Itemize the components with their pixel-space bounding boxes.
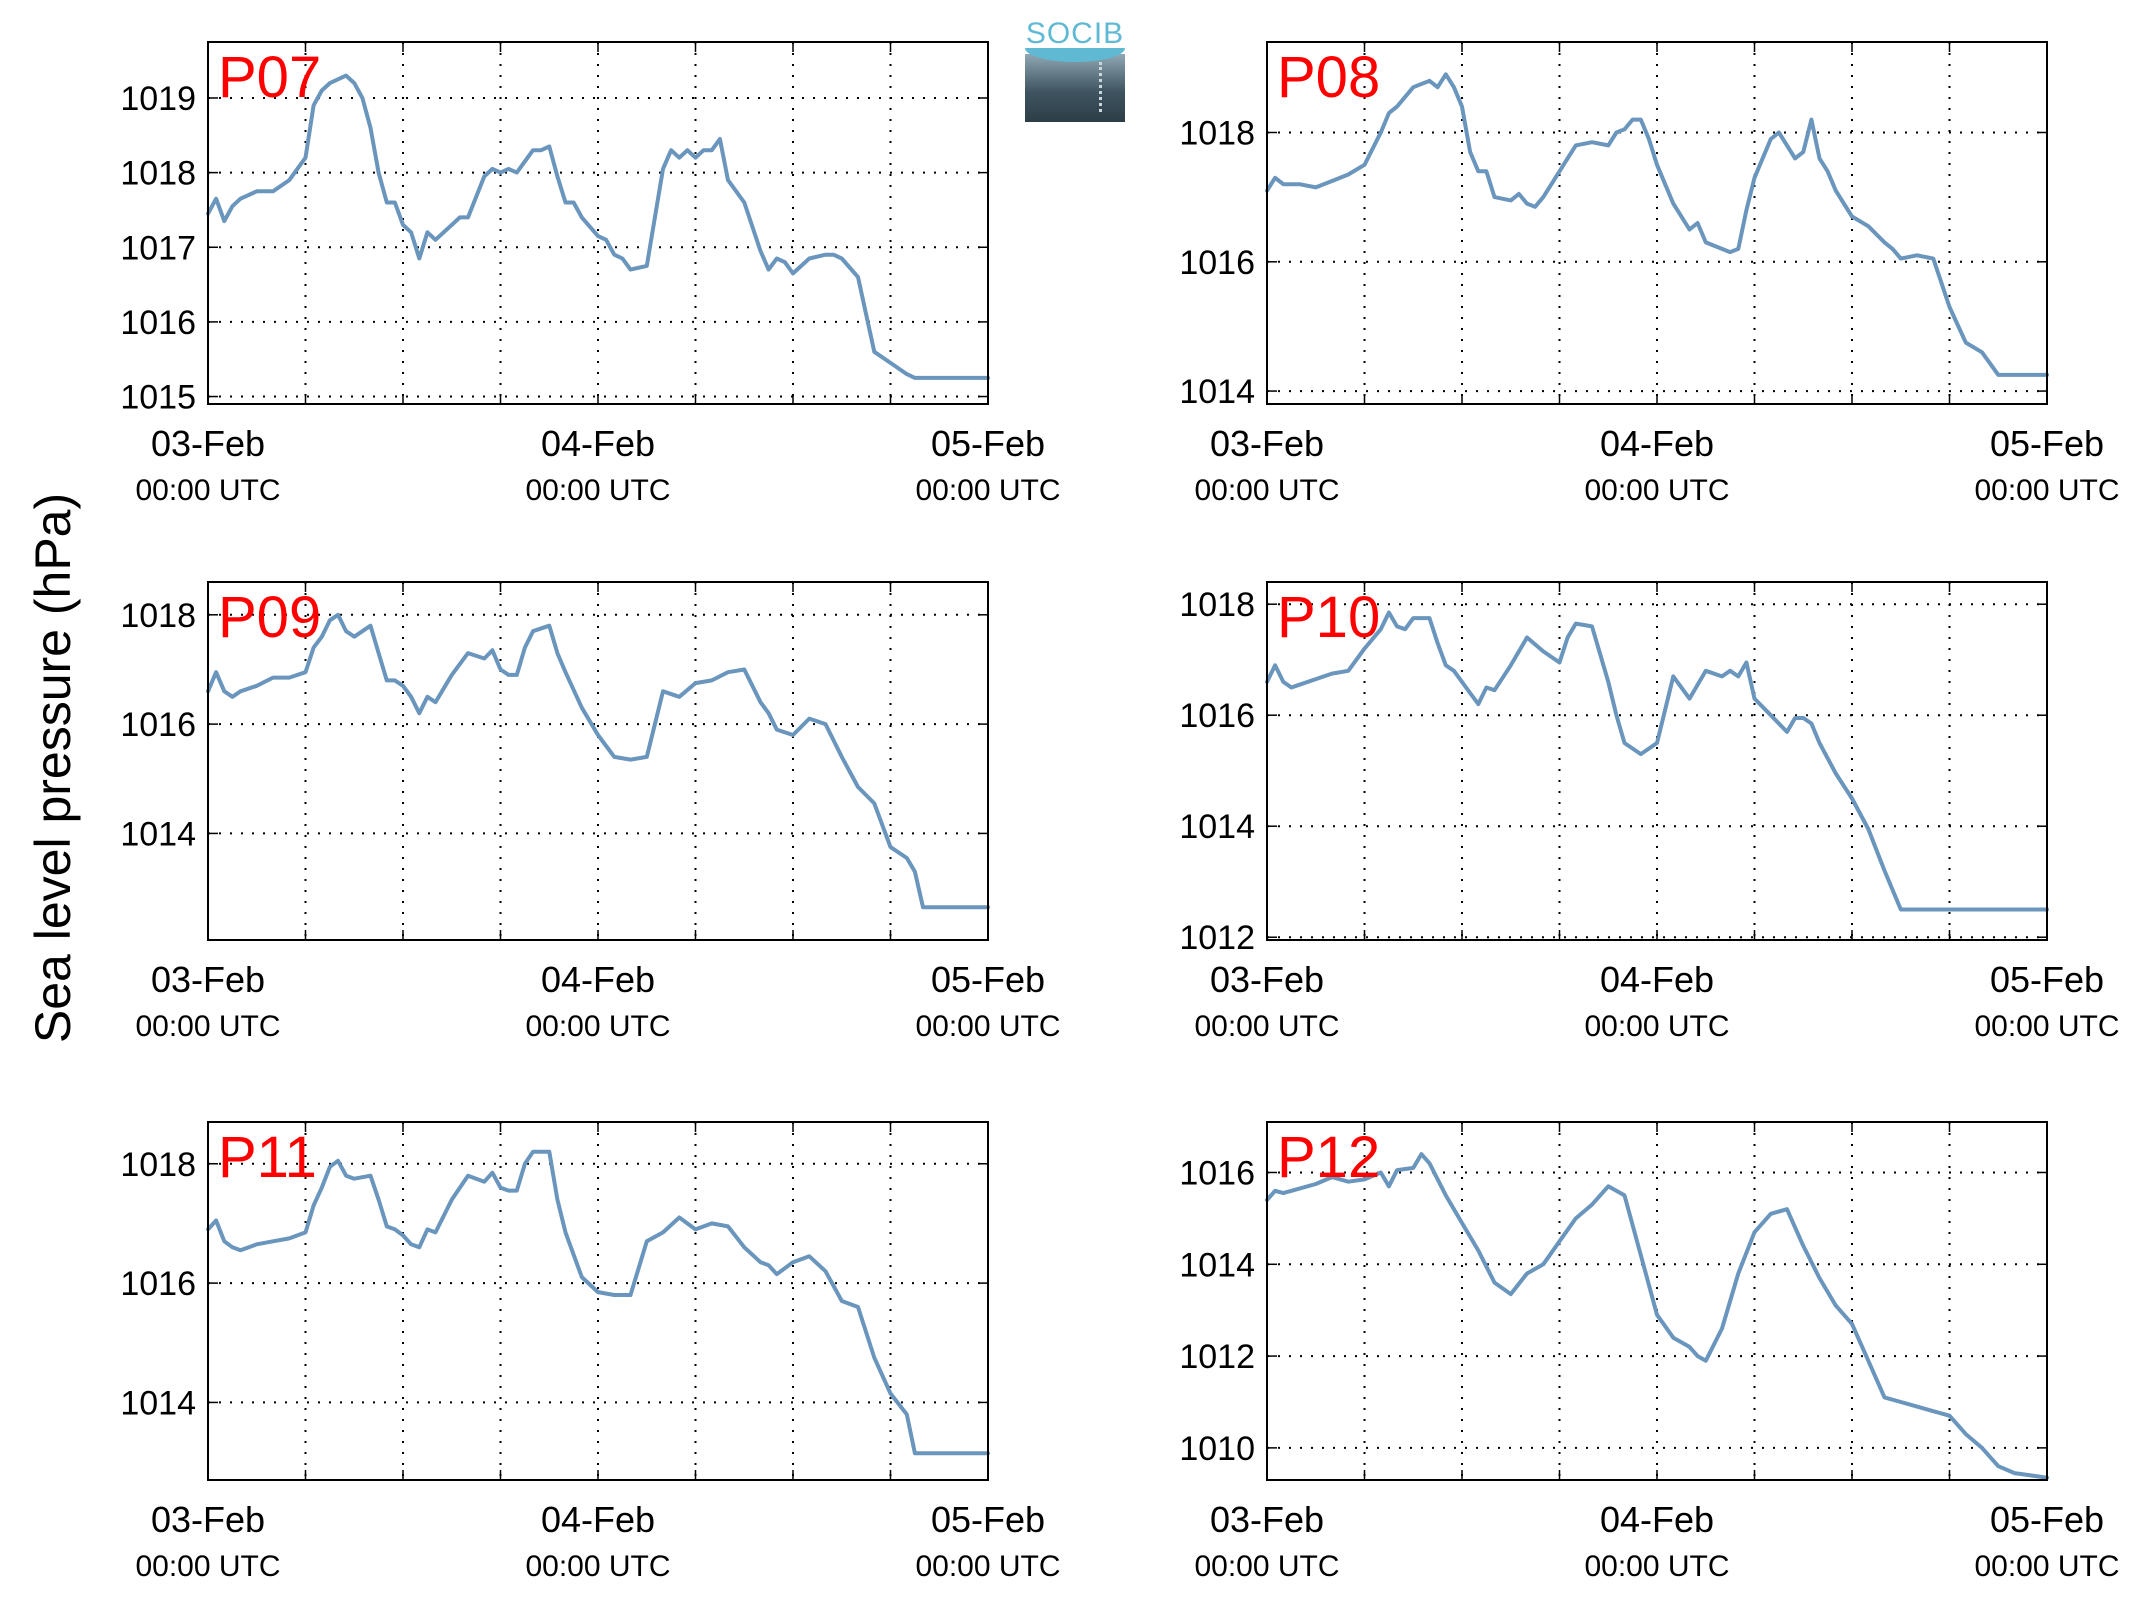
series-line-p08 — [1265, 72, 2049, 377]
y-tick-label: 1017 — [120, 229, 196, 267]
x-tick-label-date: 04-Feb — [541, 959, 655, 1000]
logo-block — [1025, 54, 1125, 122]
panel-p09: 1014 1016 1018 03-Feb 00:00 UTC 04-Feb 00:00 U… — [120, 581, 1061, 1043]
logo-wave — [1025, 48, 1125, 62]
panel-p11: 1014 1016 1018 03-Feb 00:00 UTC 04-Feb 00:00 U… — [120, 1121, 1061, 1583]
panel-title: P08 — [1277, 45, 1380, 110]
y-tick-label: 1014 — [1179, 373, 1255, 411]
y-tick-label: 1014 — [1179, 1246, 1255, 1284]
x-tick-label-time: 00:00 UTC — [1974, 1550, 2119, 1583]
plot-frame — [1266, 581, 2048, 941]
series-line-p09 — [206, 612, 990, 910]
panel-title: P07 — [218, 45, 321, 110]
x-tick-label-date: 05-Feb — [1990, 423, 2104, 464]
socib-logo: SOCIB — [1025, 18, 1125, 122]
x-tick-label-date: 05-Feb — [931, 959, 1045, 1000]
plot-frame — [207, 1121, 989, 1481]
panel-p07: 1015 1016 1017 1018 1019 03-Feb 00:00 UTC 04-Fe… — [120, 41, 1061, 507]
panel-title: P10 — [1277, 585, 1380, 650]
x-tick-label-time: 00:00 UTC — [1584, 1010, 1729, 1043]
x-tick-label-time: 00:00 UTC — [915, 474, 1060, 507]
panel-p10: 1012 1014 1016 1018 03-Feb 00:00 UTC 04-Feb 00:… — [1179, 581, 2120, 1043]
logo-dots — [1099, 62, 1102, 112]
x-tick-label-date: 03-Feb — [1210, 959, 1324, 1000]
x-tick-label-time: 00:00 UTC — [1194, 1550, 1339, 1583]
x-tick-label-date: 03-Feb — [1210, 423, 1324, 464]
x-tick-label-date: 03-Feb — [1210, 1499, 1324, 1540]
y-tick-label: 1014 — [1179, 808, 1255, 846]
x-tick-label-date: 04-Feb — [541, 423, 655, 464]
plot-frame — [1266, 41, 2048, 405]
panel-title: P11 — [218, 1125, 317, 1190]
y-tick-label: 1016 — [1179, 1154, 1255, 1192]
panel-p08: 1014 1016 1018 03-Feb 00:00 UTC 04-Feb 00:00 U… — [1179, 41, 2120, 507]
y-axis-title: Sea level pressure (hPa) — [25, 493, 81, 1043]
series-line-p11 — [206, 1149, 990, 1456]
x-tick-label-time: 00:00 UTC — [525, 1550, 670, 1583]
x-tick-label-date: 04-Feb — [541, 1499, 655, 1540]
y-tick-label: 1016 — [1179, 244, 1255, 282]
series-line-p12 — [1265, 1152, 2049, 1480]
x-tick-label-time: 00:00 UTC — [915, 1010, 1060, 1043]
x-tick-label-date: 04-Feb — [1600, 1499, 1714, 1540]
y-tick-label: 1014 — [120, 1384, 196, 1422]
panel-title: P12 — [1277, 1125, 1380, 1190]
x-tick-label-date: 05-Feb — [931, 1499, 1045, 1540]
plot-frame — [207, 581, 989, 941]
panel-p12: 1010 1012 1014 1016 03-Feb 00:00 UTC 04-Feb 00:… — [1179, 1121, 2120, 1583]
y-tick-label: 1012 — [1179, 1338, 1255, 1376]
x-tick-label-time: 00:00 UTC — [1584, 1550, 1729, 1583]
series-line-p07 — [206, 73, 990, 380]
x-tick-label-date: 04-Feb — [1600, 423, 1714, 464]
y-tick-label: 1019 — [120, 80, 196, 118]
x-tick-label-time: 00:00 UTC — [135, 1010, 280, 1043]
x-tick-label-date: 05-Feb — [1990, 959, 2104, 1000]
plot-frame — [207, 41, 989, 405]
x-tick-label-time: 00:00 UTC — [915, 1550, 1060, 1583]
y-tick-label: 1012 — [1179, 919, 1255, 957]
plot-frame — [1266, 1121, 2048, 1481]
x-tick-label-time: 00:00 UTC — [525, 1010, 670, 1043]
x-tick-label-time: 00:00 UTC — [135, 474, 280, 507]
y-tick-label: 1010 — [1179, 1430, 1255, 1468]
x-tick-label-date: 05-Feb — [931, 423, 1045, 464]
x-tick-label-time: 00:00 UTC — [1584, 474, 1729, 507]
x-tick-label-date: 03-Feb — [151, 423, 265, 464]
y-tick-label: 1015 — [120, 379, 196, 417]
y-tick-label: 1016 — [120, 1265, 196, 1303]
panel-title: P09 — [218, 585, 321, 650]
y-tick-label: 1016 — [1179, 697, 1255, 735]
x-tick-label-date: 05-Feb — [1990, 1499, 2104, 1540]
x-tick-label-time: 00:00 UTC — [1194, 474, 1339, 507]
logo-text: SOCIB — [1025, 17, 1125, 50]
series-line-p10 — [1265, 610, 2049, 912]
panels: 1015 1016 1017 1018 1019 03-Feb 00:00 UTC 04-Fe… — [120, 41, 2120, 1583]
x-tick-label-time: 00:00 UTC — [1194, 1010, 1339, 1043]
x-tick-label-time: 00:00 UTC — [1974, 1010, 2119, 1043]
x-tick-label-time: 00:00 UTC — [525, 474, 670, 507]
y-tick-label: 1018 — [120, 1146, 196, 1184]
y-tick-label: 1016 — [120, 706, 196, 744]
x-tick-label-date: 04-Feb — [1600, 959, 1714, 1000]
x-tick-label-date: 03-Feb — [151, 1499, 265, 1540]
x-tick-label-time: 00:00 UTC — [135, 1550, 280, 1583]
y-tick-label: 1018 — [120, 597, 196, 635]
y-tick-label: 1018 — [1179, 115, 1255, 153]
y-tick-label: 1018 — [120, 155, 196, 193]
y-tick-label: 1018 — [1179, 586, 1255, 624]
x-tick-label-time: 00:00 UTC — [1974, 474, 2119, 507]
x-tick-label-date: 03-Feb — [151, 959, 265, 1000]
y-tick-label: 1014 — [120, 815, 196, 853]
y-tick-label: 1016 — [120, 304, 196, 342]
